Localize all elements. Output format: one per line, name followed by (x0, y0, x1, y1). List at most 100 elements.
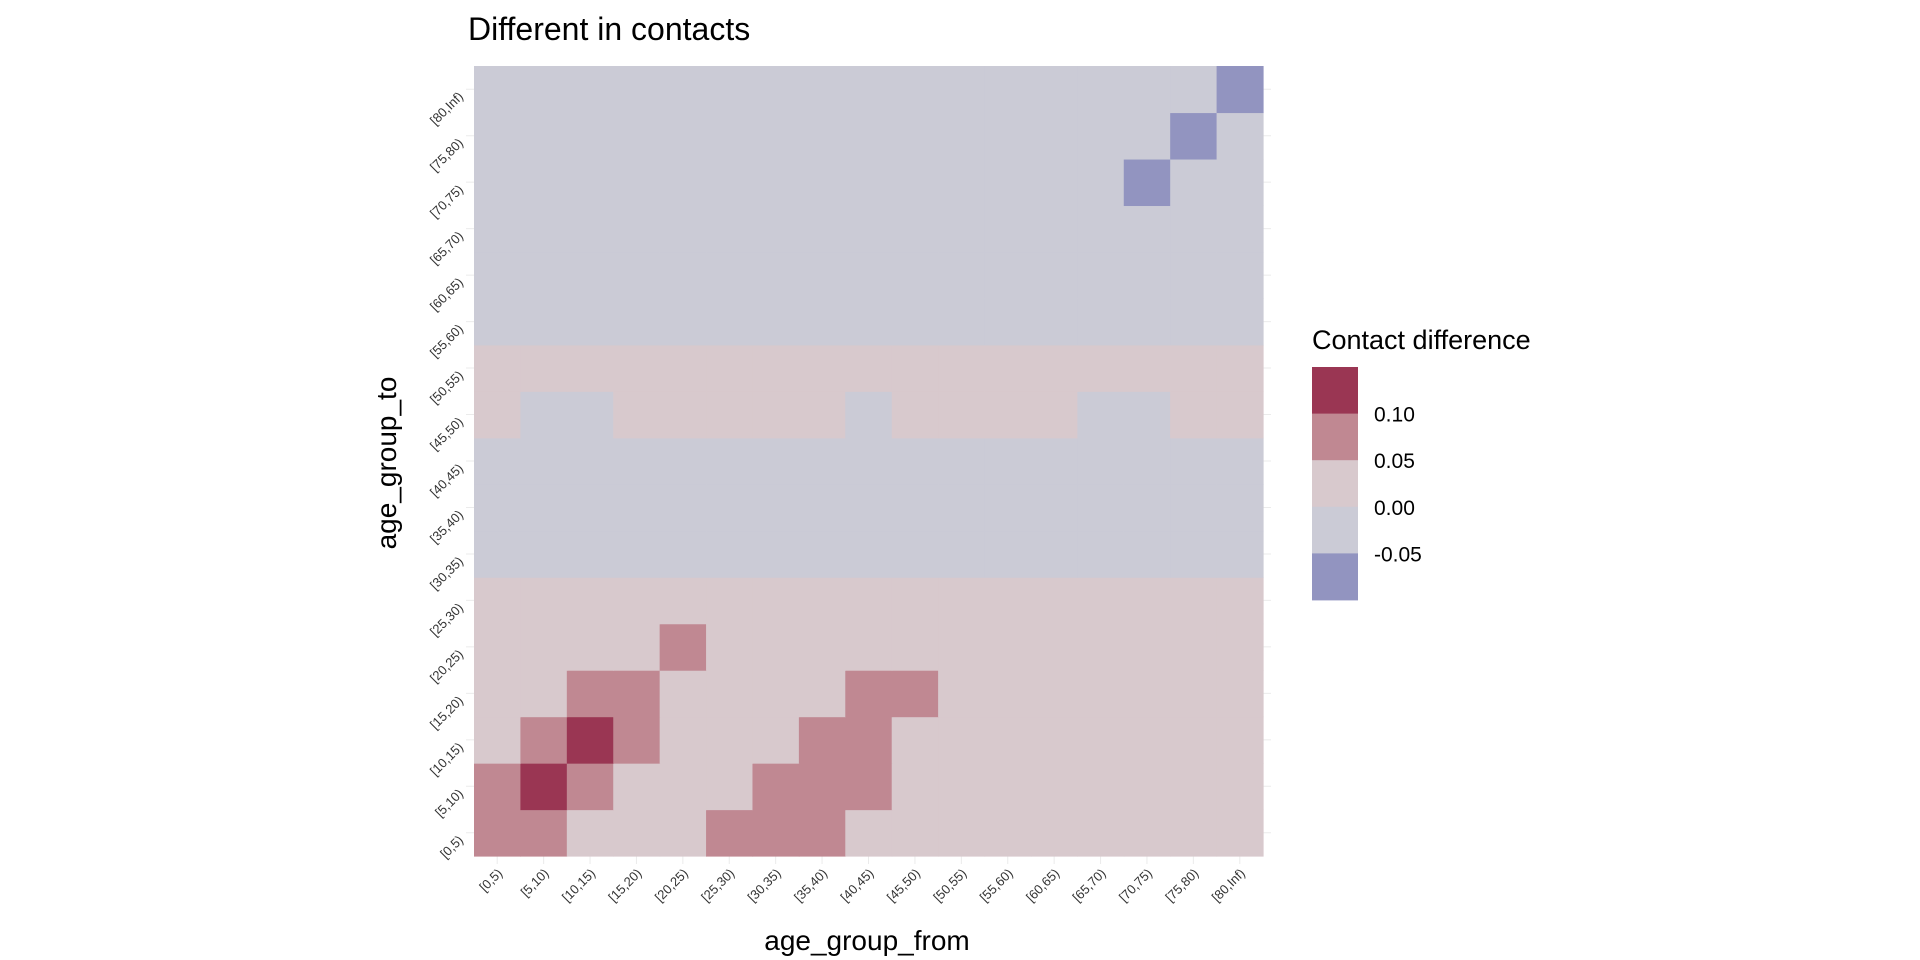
heatmap-cell (845, 66, 892, 113)
heatmap-cell (892, 159, 939, 206)
heatmap-cell (660, 345, 707, 392)
heatmap-cell (1031, 205, 1078, 252)
heatmap-cell (1031, 717, 1078, 764)
heatmap-cell (938, 763, 985, 810)
heatmap-cell (567, 438, 614, 485)
heatmap-cell (660, 577, 707, 624)
heatmap-cell (613, 717, 660, 764)
legend-key (1312, 414, 1358, 461)
heatmap-cells (474, 66, 1264, 857)
heatmap-cell (1124, 438, 1171, 485)
heatmap-cell (1170, 763, 1217, 810)
y-tick-label: [50,55) (427, 368, 466, 407)
legend-key (1312, 460, 1358, 507)
heatmap-cell (1217, 112, 1264, 159)
heatmap-cell (706, 624, 753, 671)
heatmap-cell (1124, 670, 1171, 717)
x-tick-label: [10,15) (559, 866, 598, 905)
heatmap-cell (752, 810, 799, 857)
heatmap-cell (985, 670, 1032, 717)
heatmap-cell (706, 577, 753, 624)
heatmap-cell (567, 763, 614, 810)
heatmap-cell (660, 531, 707, 578)
heatmap-cell (845, 438, 892, 485)
heatmap-cell (1124, 577, 1171, 624)
heatmap-cell (1170, 298, 1217, 345)
heatmap-cell (520, 577, 567, 624)
y-tick-label: [45,50) (427, 414, 466, 453)
legend-label: 0.05 (1374, 450, 1415, 473)
heatmap-cell (1124, 66, 1171, 113)
y-tick-label: [65,70) (427, 228, 466, 267)
heatmap-cell (660, 763, 707, 810)
heatmap-cell (845, 670, 892, 717)
heatmap-cell (752, 252, 799, 299)
heatmap-cell (1124, 112, 1171, 159)
heatmap-cell (845, 531, 892, 578)
heatmap-cell (706, 298, 753, 345)
heatmap-cell (706, 717, 753, 764)
heatmap-cell (520, 252, 567, 299)
heatmap-cell (706, 391, 753, 438)
heatmap-cell (892, 345, 939, 392)
heatmap-cell (752, 531, 799, 578)
heatmap-cell (845, 391, 892, 438)
heatmap-cell (752, 159, 799, 206)
heatmap-cell (892, 531, 939, 578)
heatmap-cell (613, 159, 660, 206)
heatmap-cell (706, 484, 753, 531)
heatmap-cell (1217, 484, 1264, 531)
heatmap-cell (1077, 66, 1124, 113)
heatmap-cell (474, 66, 521, 113)
heatmap-cell (520, 810, 567, 857)
heatmap-cell (567, 298, 614, 345)
heatmap-cell (985, 205, 1032, 252)
y-tick-labels: [0,5) [5,10) [10,15) [15,20) [20,25) [25,30) [… (427, 89, 466, 862)
heatmap-cell (474, 763, 521, 810)
heatmap-cell (985, 484, 1032, 531)
heatmap-cell (1077, 624, 1124, 671)
legend-key (1312, 507, 1358, 554)
heatmap-cell (892, 484, 939, 531)
legend-key (1312, 367, 1358, 414)
heatmap-cell (845, 298, 892, 345)
x-tick-label: [5,10) (518, 866, 552, 900)
heatmap-cell (706, 345, 753, 392)
heatmap-cell (1170, 252, 1217, 299)
y-tick-label: [0,5) (437, 832, 466, 861)
y-tick-label: [30,35) (427, 553, 466, 592)
heatmap-cell (1170, 624, 1217, 671)
x-tick-label: [20,25) (652, 866, 691, 905)
heatmap-cell (1217, 810, 1264, 857)
heatmap-cell (474, 205, 521, 252)
heatmap-cell (520, 345, 567, 392)
heatmap-cell (706, 810, 753, 857)
heatmap-cell (1031, 66, 1078, 113)
heatmap-cell (1170, 531, 1217, 578)
heatmap-cell (613, 484, 660, 531)
heatmap-cell (799, 159, 846, 206)
heatmap-cell (520, 159, 567, 206)
heatmap-cell (567, 624, 614, 671)
heatmap-cell (613, 438, 660, 485)
y-tick-label: [35,40) (427, 507, 466, 546)
heatmap-cell (567, 252, 614, 299)
heatmap-cell (520, 298, 567, 345)
x-tick-labels: [0,5) [5,10) [10,15) [15,20) [20,25) [25,30)[… (476, 866, 1248, 905)
heatmap-cell (985, 577, 1032, 624)
heatmap-cell (567, 577, 614, 624)
legend-label: 0.10 (1374, 404, 1415, 427)
heatmap-cell (1217, 577, 1264, 624)
heatmap-cell (938, 205, 985, 252)
legend-label: -0.05 (1374, 543, 1422, 566)
heatmap-cell (1217, 438, 1264, 485)
heatmap-cell (660, 391, 707, 438)
x-tick-label: [40,45) (837, 866, 876, 905)
heatmap-cell (1077, 763, 1124, 810)
heatmap-cell (1077, 112, 1124, 159)
heatmap-cell (474, 484, 521, 531)
heatmap-cell (613, 531, 660, 578)
heatmap-cell (1170, 717, 1217, 764)
heatmap-cell (567, 531, 614, 578)
heatmap-cell (845, 763, 892, 810)
